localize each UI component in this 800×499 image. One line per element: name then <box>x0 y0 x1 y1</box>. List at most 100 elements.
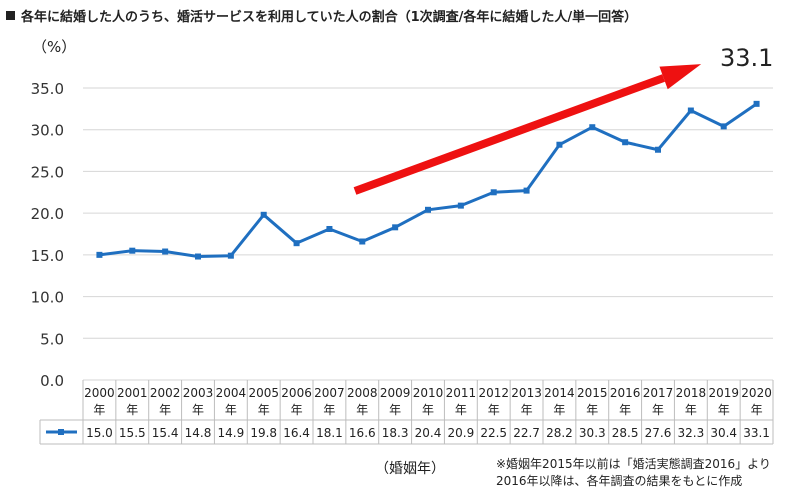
x-tick-label: 2003 <box>183 386 214 400</box>
x-tick-suffix: 年 <box>93 403 105 417</box>
table-value: 30.4 <box>710 426 737 440</box>
x-tick-suffix: 年 <box>258 403 270 417</box>
data-table: 2000 年 15.0 2001 年 15.5 2002 年 15.4 2003 年 14.8 2004… <box>39 380 774 445</box>
data-point <box>227 252 234 259</box>
table-value: 15.4 <box>152 426 179 440</box>
x-tick-suffix: 年 <box>553 403 565 417</box>
table-value: 18.1 <box>316 426 343 440</box>
y-tick-label: 5.0 <box>40 330 64 348</box>
peak-annotation: 33.1 <box>720 44 774 72</box>
table-value: 16.6 <box>349 426 376 440</box>
x-tick-label: 2011 <box>446 386 477 400</box>
x-tick-label: 2018 <box>676 386 707 400</box>
x-tick-suffix: 年 <box>126 403 138 417</box>
y-tick-label: 15.0 <box>31 247 64 265</box>
data-point <box>195 253 201 260</box>
table-value: 14.8 <box>185 426 212 440</box>
table-value: 28.5 <box>612 426 639 440</box>
x-tick-suffix: 年 <box>751 403 763 417</box>
data-point <box>359 238 366 245</box>
x-tick-label: 2015 <box>577 386 608 400</box>
x-tick-suffix: 年 <box>619 403 631 417</box>
chart-title: 各年に結婚した人のうち、婚活サービスを利用していた人の割合（1次調査/各年に結婚… <box>6 6 637 25</box>
trend-arrow <box>353 64 702 195</box>
data-point <box>490 189 497 196</box>
x-tick-label: 2009 <box>380 386 411 400</box>
x-tick-suffix: 年 <box>586 403 598 417</box>
trend-arrow-head <box>659 64 702 90</box>
x-tick-suffix: 年 <box>685 403 697 417</box>
x-tick-label: 2000 <box>84 386 115 400</box>
source-note-line-1: ※婚姻年2015年以前は「婚活実態調査2016」より <box>496 457 771 471</box>
data-point <box>326 225 333 232</box>
data-point <box>556 141 563 148</box>
table-value: 32.3 <box>677 426 704 440</box>
source-note: ※婚姻年2015年以前は「婚活実態調査2016」より 2016年以降は、各年調査… <box>496 456 771 490</box>
table-value: 15.5 <box>119 426 146 440</box>
x-tick-suffix: 年 <box>488 403 500 417</box>
data-point <box>753 100 760 107</box>
table-value: 27.6 <box>645 426 672 440</box>
y-tick-label: 30.0 <box>31 122 64 140</box>
data-point <box>96 251 103 258</box>
y-tick-label: 10.0 <box>31 289 64 307</box>
x-tick-suffix: 年 <box>422 403 434 417</box>
x-tick-suffix: 年 <box>356 403 368 417</box>
table-value: 15.0 <box>86 426 113 440</box>
data-point <box>129 247 136 254</box>
table-value: 30.3 <box>579 426 606 440</box>
x-tick-label: 2020 <box>741 386 772 400</box>
data-point <box>260 211 267 218</box>
table-value: 20.4 <box>415 426 442 440</box>
x-tick-suffix: 年 <box>521 403 533 417</box>
data-point <box>523 187 530 194</box>
x-tick-label: 2010 <box>413 386 444 400</box>
legend-marker <box>58 429 64 435</box>
x-tick-label: 2002 <box>150 386 181 400</box>
x-tick-label: 2004 <box>216 386 247 400</box>
x-tick-suffix: 年 <box>455 403 467 417</box>
gridlines <box>83 87 773 381</box>
y-axis-unit: （%） <box>32 38 77 56</box>
data-point <box>392 224 399 231</box>
x-tick-label: 2019 <box>708 386 739 400</box>
data-point <box>622 139 629 146</box>
x-tick-suffix: 年 <box>159 403 171 417</box>
data-point <box>293 240 300 247</box>
x-tick-label: 2005 <box>248 386 279 400</box>
table-value: 16.4 <box>283 426 310 440</box>
title-bullet-icon <box>6 11 15 20</box>
x-tick-label: 2013 <box>511 386 542 400</box>
data-point <box>589 124 596 131</box>
x-axis-title: （婚姻年） <box>375 461 445 477</box>
x-tick-label: 2007 <box>314 386 345 400</box>
data-point <box>425 206 431 213</box>
y-tick-labels: 0.0 5.0 10.0 15.0 20.0 25.0 30.0 35.0 <box>31 80 64 390</box>
x-tick-suffix: 年 <box>192 403 204 417</box>
table-value: 22.7 <box>513 426 540 440</box>
table-value: 18.3 <box>382 426 409 440</box>
table-value: 28.2 <box>546 426 573 440</box>
data-point <box>162 248 169 255</box>
y-tick-label: 0.0 <box>40 372 64 390</box>
x-tick-label: 2017 <box>643 386 674 400</box>
table-value: 14.9 <box>217 426 244 440</box>
y-tick-label: 35.0 <box>31 80 64 98</box>
x-tick-suffix: 年 <box>225 403 237 417</box>
data-point <box>457 202 464 209</box>
trend-arrow-shaft <box>353 74 665 195</box>
x-tick-label: 2001 <box>117 386 148 400</box>
y-tick-label: 25.0 <box>31 163 64 181</box>
data-point <box>720 123 727 130</box>
x-tick-suffix: 年 <box>323 403 335 417</box>
series-path <box>99 102 758 259</box>
series-line <box>96 100 760 260</box>
chart-title-text: 各年に結婚した人のうち、婚活サービスを利用していた人の割合（1次調査/各年に結婚… <box>21 10 638 25</box>
x-tick-label: 2008 <box>347 386 378 400</box>
x-tick-label: 2012 <box>478 386 509 400</box>
table-value: 20.9 <box>447 426 474 440</box>
x-tick-suffix: 年 <box>652 403 664 417</box>
data-point <box>687 107 694 114</box>
x-tick-label: 2016 <box>610 386 641 400</box>
